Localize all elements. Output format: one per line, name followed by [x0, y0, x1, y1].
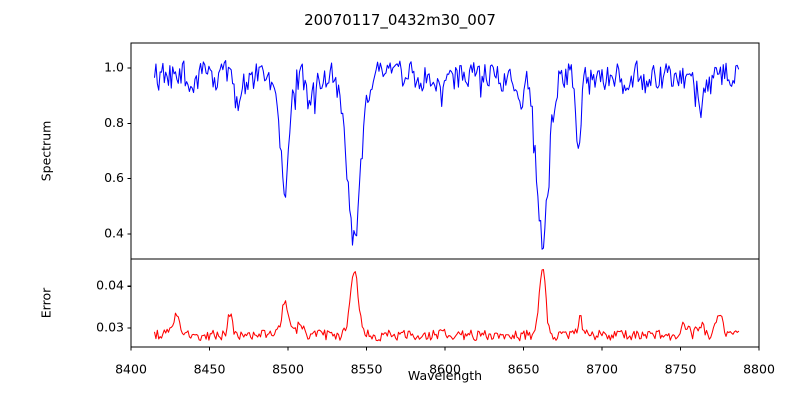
error-series-line: [154, 268, 740, 342]
spectrum-panel: 0.4 0.6 0.8 1.0 Spectrum: [39, 42, 760, 260]
error-y-axis-label: Error: [39, 287, 54, 318]
spectrum-y-tick-label: 0.4: [104, 226, 124, 241]
spectrum-y-tick-label: 0.8: [104, 115, 124, 130]
error-y-tick-label: 0.03: [96, 320, 124, 335]
error-axes-frame: [130, 258, 760, 348]
x-tick-label: 8750: [665, 362, 697, 377]
spectrum-axes-frame: [130, 42, 760, 260]
x-tick-label: 8700: [586, 362, 618, 377]
spectrum-series-line: [154, 60, 740, 250]
spectrum-y-tick-label: 0.6: [104, 170, 124, 185]
error-y-tick-label: 0.04: [96, 278, 124, 293]
spectrum-tick-group: 0.4 0.6 0.8 1.0: [104, 59, 131, 241]
x-axis-label: Wavelength: [408, 368, 482, 383]
spectrum-y-axis-label: Spectrum: [39, 121, 54, 182]
x-tick-label: 8450: [194, 362, 226, 377]
spectrum-y-tick-label: 1.0: [104, 59, 124, 74]
x-tick-label: 8500: [272, 362, 304, 377]
x-tick-label: 8800: [743, 362, 775, 377]
x-tick-label: 8550: [351, 362, 383, 377]
x-tick-label: 8600: [429, 362, 461, 377]
page-title: 20070117_0432m30_007: [304, 11, 496, 29]
error-tick-group: 0.03 0.04: [96, 278, 760, 351]
x-tick-label: 8400: [115, 362, 147, 377]
x-tick-label: 8650: [508, 362, 540, 377]
x-tick-label-group: 8400 8450 8500 8550 8600 8650 8700 8750 8800: [115, 362, 775, 377]
error-panel: 0.030.04 Error 8400 8450 8500 8550 8600 8650 8…: [39, 258, 775, 383]
